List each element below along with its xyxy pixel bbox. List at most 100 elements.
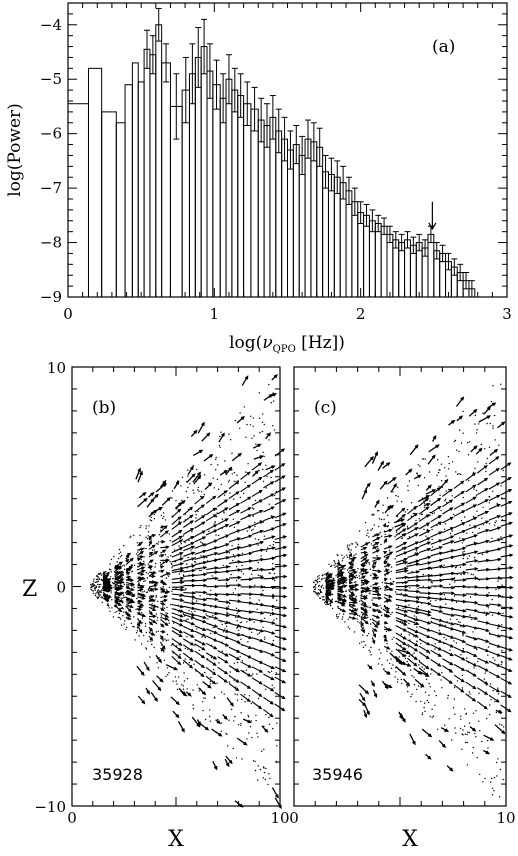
fluid-particle [179, 654, 180, 655]
fluid-particle [186, 636, 187, 637]
fluid-particle [428, 695, 429, 696]
fluid-particle [382, 512, 383, 513]
fluid-particle [243, 573, 244, 574]
velocity-vector [237, 738, 246, 745]
y-tick-label: −6 [40, 125, 62, 143]
fluid-particle [401, 683, 402, 684]
fluid-particle [344, 556, 345, 557]
fluid-particle [244, 406, 245, 407]
fluid-particle [314, 586, 315, 587]
fluid-particle [467, 734, 468, 735]
fluid-particle [333, 560, 334, 561]
fluid-particle [253, 508, 254, 509]
x-axis-label-a: log(νQPO [Hz]) [229, 333, 345, 355]
fluid-particle [392, 664, 393, 665]
fluid-particle [221, 731, 222, 732]
fluid-particle [446, 490, 447, 491]
fluid-particle [154, 549, 155, 550]
fluid-particle [342, 616, 343, 617]
fluid-particle [471, 619, 472, 620]
fluid-particle [252, 507, 253, 508]
fluid-particle [501, 662, 502, 663]
fluid-particle [196, 628, 197, 629]
fluid-particle [411, 571, 412, 572]
fluid-particle [135, 609, 136, 610]
histogram-bar [213, 85, 220, 297]
fluid-particle [491, 401, 492, 402]
fluid-particle [492, 428, 493, 429]
fluid-particle [265, 689, 266, 690]
fluid-particle [238, 630, 239, 631]
fluid-particle [131, 623, 132, 624]
fluid-particle [342, 568, 343, 569]
vector-field-c [313, 384, 513, 798]
fluid-particle [479, 774, 480, 775]
fluid-particle [476, 495, 477, 496]
fluid-particle [118, 617, 119, 618]
fluid-particle [257, 634, 258, 635]
fluid-particle [416, 550, 417, 551]
fluid-particle [487, 740, 488, 741]
fluid-particle [401, 501, 402, 502]
fluid-particle [494, 777, 495, 778]
fluid-particle [359, 622, 360, 623]
fluid-particle [234, 663, 235, 664]
fluid-particle [227, 745, 228, 746]
velocity-vector [183, 507, 192, 515]
fluid-particle [387, 497, 388, 498]
fluid-particle [145, 623, 146, 624]
fluid-particle [259, 599, 260, 600]
fluid-particle [419, 518, 420, 519]
velocity-vector [229, 482, 238, 489]
fluid-particle [177, 689, 178, 690]
histogram-bar [125, 85, 132, 297]
fluid-particle [370, 529, 371, 530]
fluid-particle [105, 571, 106, 572]
fluid-particle [413, 652, 414, 653]
fluid-particle [370, 647, 371, 648]
fluid-particle [355, 553, 356, 554]
fluid-particle [185, 658, 186, 659]
fluid-particle [368, 562, 369, 563]
y-tick-label: −7 [40, 179, 62, 197]
histogram-bar [288, 150, 294, 297]
fluid-particle [429, 500, 430, 501]
fluid-particle [213, 669, 214, 670]
fluid-particle [467, 742, 468, 743]
fluid-particle [224, 460, 225, 461]
velocity-vector [229, 654, 239, 660]
fluid-particle [118, 558, 119, 559]
fluid-particle [402, 608, 403, 609]
fluid-particle [123, 545, 124, 546]
fluid-particle [394, 536, 395, 537]
fluid-particle [395, 676, 396, 677]
fluid-particle [208, 531, 209, 532]
fluid-particle [370, 623, 371, 624]
fluid-particle [251, 632, 252, 633]
velocity-vector [195, 531, 205, 537]
fluid-particle [325, 604, 326, 605]
fluid-particle [425, 458, 426, 459]
fluid-particle [377, 548, 378, 549]
fluid-particle [347, 557, 348, 558]
fluid-particle [168, 576, 169, 577]
fluid-particle [214, 697, 215, 698]
fluid-particle [361, 581, 362, 582]
fluid-particle [362, 634, 363, 635]
velocity-vector [199, 723, 208, 730]
fluid-particle [370, 654, 371, 655]
fluid-particle [220, 432, 221, 433]
velocity-vector [387, 478, 395, 484]
velocity-vector [419, 515, 429, 522]
fluid-particle [122, 598, 123, 599]
velocity-vector [454, 511, 464, 517]
fluid-particle [370, 619, 371, 620]
velocity-vector [195, 639, 205, 644]
fluid-particle [313, 591, 314, 592]
fluid-particle [147, 641, 148, 642]
fluid-particle [99, 596, 100, 597]
fluid-particle [270, 477, 271, 478]
velocity-vector [263, 482, 273, 488]
fluid-particle [101, 589, 102, 590]
histogram-bar [162, 63, 171, 297]
